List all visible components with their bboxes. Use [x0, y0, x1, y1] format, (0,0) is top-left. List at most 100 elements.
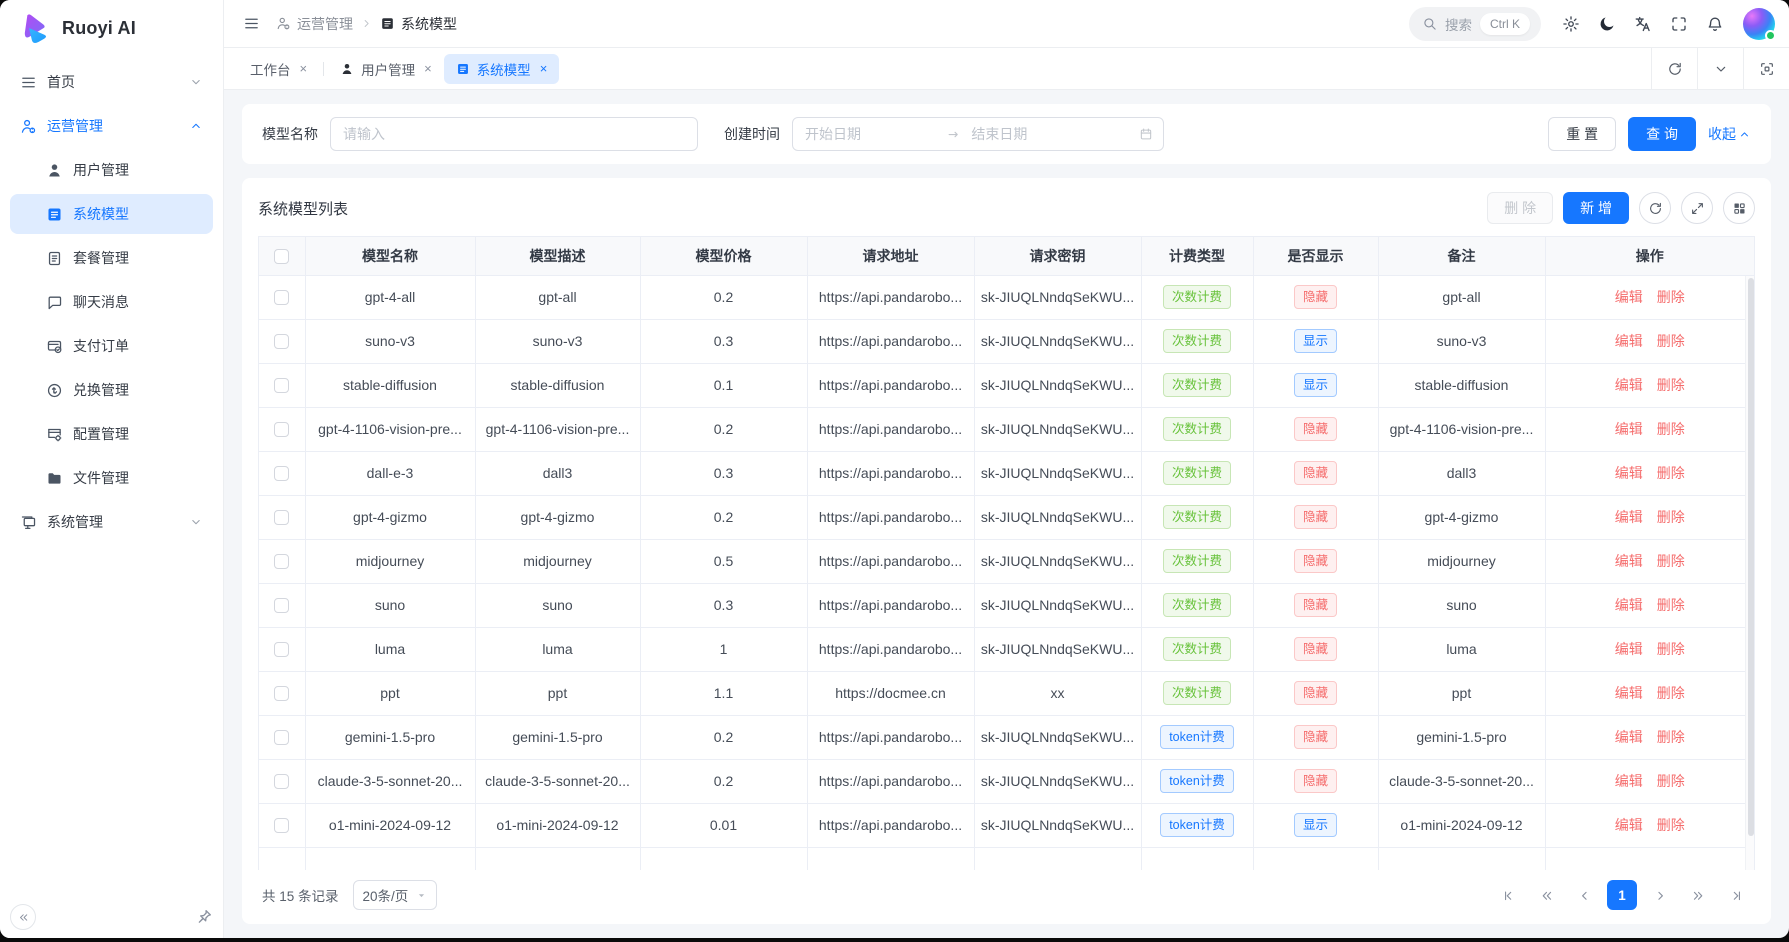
refresh-table-button[interactable] — [1639, 192, 1671, 224]
tab-user-management[interactable]: 用户管理 × — [328, 54, 444, 84]
edit-link[interactable]: 编辑 — [1614, 685, 1643, 701]
table-row: midjourney midjourney 0.5 https://api.panda… — [259, 539, 1754, 584]
sidebar-collapse-button[interactable] — [10, 904, 36, 930]
app-logo[interactable]: Ruoyi AI — [0, 0, 223, 56]
edit-link[interactable]: 编辑 — [1614, 377, 1643, 393]
edit-link[interactable]: 编辑 — [1614, 289, 1643, 305]
delete-link[interactable]: 删除 — [1656, 289, 1685, 305]
collapse-filter-link[interactable]: 收起 — [1708, 124, 1751, 144]
visibility-badge: 隐藏 — [1293, 768, 1337, 794]
tab-close-icon[interactable]: × — [299, 61, 308, 76]
edit-link[interactable]: 编辑 — [1614, 421, 1643, 437]
pagination-next-page-button[interactable] — [1645, 880, 1675, 910]
pagination-prev-pages-button[interactable] — [1531, 880, 1561, 910]
row-checkbox[interactable] — [274, 290, 290, 306]
row-checkbox[interactable] — [274, 422, 290, 438]
delete-link[interactable]: 删除 — [1656, 685, 1685, 701]
row-select-cell — [259, 627, 306, 672]
fullscreen-button[interactable] — [1663, 8, 1695, 40]
model-name-input[interactable] — [330, 117, 698, 151]
edit-link[interactable]: 编辑 — [1614, 597, 1643, 613]
delete-link[interactable]: 删除 — [1656, 773, 1685, 789]
row-checkbox[interactable] — [274, 730, 290, 746]
row-checkbox[interactable] — [274, 334, 290, 350]
edit-link[interactable]: 编辑 — [1614, 465, 1643, 481]
sidebar-item-payment-orders[interactable]: 支付订单 — [10, 326, 213, 366]
sidebar-item-file-management[interactable]: 文件管理 — [10, 458, 213, 498]
delete-link[interactable]: 删除 — [1656, 729, 1685, 745]
table-footer: 共 15 条记录 20条/页 1 — [258, 870, 1755, 914]
delete-link[interactable]: 删除 — [1656, 817, 1685, 833]
visibility-cell: 隐藏 — [1253, 407, 1379, 452]
edit-link[interactable]: 编辑 — [1614, 817, 1643, 833]
pagination-last-page-button[interactable] — [1721, 880, 1751, 910]
delete-link[interactable]: 删除 — [1656, 553, 1685, 569]
delete-link[interactable]: 删除 — [1656, 641, 1685, 657]
select-all-checkbox[interactable] — [274, 249, 290, 265]
delete-button[interactable]: 删 除 — [1487, 192, 1554, 224]
edit-link[interactable]: 编辑 — [1614, 553, 1643, 569]
pin-sidebar-icon[interactable] — [195, 908, 213, 926]
sidebar-item-config-management[interactable]: 配置管理 — [10, 414, 213, 454]
row-checkbox[interactable] — [274, 466, 290, 482]
sidebar-item-exchange-management[interactable]: 兑换管理 — [10, 370, 213, 410]
global-search[interactable]: 搜索 Ctrl K — [1409, 6, 1541, 41]
edit-link[interactable]: 编辑 — [1614, 729, 1643, 745]
delete-link[interactable]: 删除 — [1656, 333, 1685, 349]
page-size-select[interactable]: 20条/页 — [352, 880, 438, 910]
sidebar-item-package-management[interactable]: 套餐管理 — [10, 238, 213, 278]
delete-link[interactable]: 删除 — [1656, 465, 1685, 481]
date-range-input[interactable]: 开始日期 结束日期 — [792, 117, 1164, 151]
edit-link[interactable]: 编辑 — [1614, 333, 1643, 349]
query-button[interactable]: 查 询 — [1628, 117, 1696, 151]
sidebar-item-home[interactable]: 首页 — [10, 62, 213, 102]
model-price-cell: 0.2 — [640, 407, 808, 452]
sidebar-item-system-model[interactable]: 系统模型 — [10, 194, 213, 234]
sidebar-item-operations[interactable]: 运营管理 — [10, 106, 213, 146]
tab-system-model[interactable]: 系统模型 × — [443, 53, 560, 84]
pagination-prev-page-button[interactable] — [1569, 880, 1599, 910]
row-checkbox[interactable] — [274, 510, 290, 526]
row-checkbox[interactable] — [274, 598, 290, 614]
tab-menu-button[interactable] — [1697, 48, 1743, 89]
menu-toggle-icon[interactable] — [236, 9, 266, 39]
row-checkbox[interactable] — [274, 686, 290, 702]
row-checkbox[interactable] — [274, 774, 290, 790]
sidebar-item-system-management[interactable]: 系统管理 — [10, 502, 213, 542]
edit-link[interactable]: 编辑 — [1614, 641, 1643, 657]
tab-close-icon[interactable]: × — [424, 61, 432, 76]
tab-close-icon[interactable]: × — [539, 61, 548, 76]
model-name-cell: dall-e-3 — [305, 451, 476, 496]
scrollbar-thumb[interactable] — [1747, 278, 1754, 837]
user-avatar[interactable] — [1743, 7, 1776, 41]
sidebar-item-chat-messages[interactable]: 聊天消息 — [10, 282, 213, 322]
breadcrumb-item-operations[interactable]: 运营管理 — [276, 14, 353, 34]
edit-link[interactable]: 编辑 — [1614, 509, 1643, 525]
add-button[interactable]: 新 增 — [1563, 192, 1629, 224]
row-checkbox[interactable] — [274, 642, 290, 658]
delete-link[interactable]: 删除 — [1656, 421, 1685, 437]
row-checkbox[interactable] — [274, 378, 290, 394]
calendar-icon — [1139, 127, 1153, 141]
row-checkbox[interactable] — [274, 554, 290, 570]
theme-toggle-button[interactable] — [1591, 8, 1623, 40]
pagination-page-1-button[interactable]: 1 — [1607, 880, 1637, 910]
tab-workbench[interactable]: 工作台 × — [238, 54, 319, 84]
delete-link[interactable]: 删除 — [1656, 509, 1685, 525]
column-settings-button[interactable] — [1723, 192, 1755, 224]
expand-table-button[interactable] — [1681, 192, 1713, 224]
reset-button[interactable]: 重 置 — [1548, 117, 1617, 151]
sidebar-item-user-management[interactable]: 用户管理 — [10, 150, 213, 190]
delete-link[interactable]: 删除 — [1656, 377, 1685, 393]
refresh-tab-button[interactable] — [1651, 48, 1697, 89]
language-button[interactable] — [1627, 8, 1659, 40]
settings-button[interactable] — [1555, 8, 1587, 40]
row-checkbox[interactable] — [274, 818, 290, 834]
table-row: claude-3-5-sonnet-20... claude-3-5-sonnet… — [259, 759, 1754, 804]
pagination-next-pages-button[interactable] — [1683, 880, 1713, 910]
notifications-button[interactable] — [1699, 8, 1731, 40]
content-fullscreen-button[interactable] — [1743, 48, 1789, 89]
edit-link[interactable]: 编辑 — [1614, 773, 1643, 789]
pagination-first-page-button[interactable] — [1493, 880, 1523, 910]
delete-link[interactable]: 删除 — [1656, 597, 1685, 613]
